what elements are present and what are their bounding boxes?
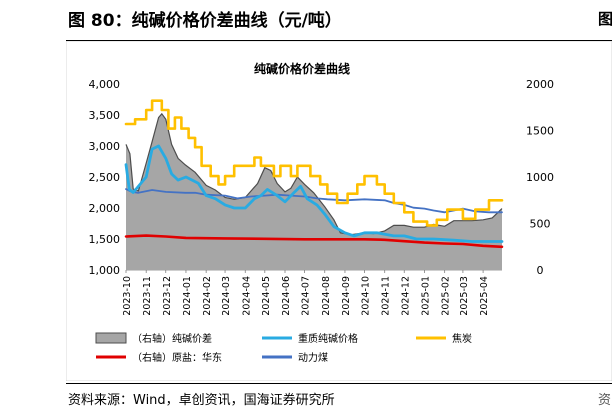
series-spread-area — [126, 113, 502, 270]
x-tick-label: 2025-04 — [479, 276, 490, 316]
legend-label: （右轴）原盐：华东 — [132, 351, 222, 364]
legend-label: 重质纯碱价格 — [298, 332, 358, 345]
y-left-tick-label: 1,500 — [89, 233, 121, 246]
legend-label: （右轴）纯碱价差 — [132, 332, 212, 345]
y-right-tick-label: 500 — [530, 218, 551, 231]
series-salt-line — [124, 234, 504, 249]
y-left-tick-label: 2,500 — [89, 171, 121, 184]
x-tick-label: 2023-12 — [162, 276, 173, 316]
adjacent-source-cut: 资 — [598, 393, 612, 408]
title-rule — [66, 40, 612, 41]
x-tick-label: 2023-10 — [122, 276, 133, 316]
series-thermal-coal-line — [125, 188, 503, 214]
x-tick-label: 2024-11 — [381, 276, 392, 316]
x-tick-label: 2025-02 — [441, 276, 452, 316]
legend-label: 焦炭 — [452, 332, 472, 345]
x-tick-label: 2024-06 — [281, 276, 292, 316]
x-tick-label: 2025-01 — [420, 276, 431, 316]
x-tick-label: 2024-10 — [361, 276, 372, 316]
series-coke-line — [124, 99, 504, 227]
x-tick-label: 2024-07 — [301, 276, 312, 316]
y-left-tick-label: 1,000 — [89, 264, 121, 277]
x-tick-label: 2024-04 — [241, 276, 252, 316]
legend-swatch — [95, 332, 127, 344]
y-left-tick-label: 4,000 — [89, 78, 121, 91]
x-tick-label: 2024-08 — [321, 276, 332, 316]
figure-title: 图 80：纯碱价格价差曲线（元/吨） — [68, 11, 342, 31]
y-right-tick-label: 1000 — [526, 171, 554, 184]
source-note: 资料来源：Wind，卓创资讯，国海证券研究所 — [68, 393, 335, 408]
y-left-tick-label: 3,500 — [89, 109, 121, 122]
y-right-tick-label: 2000 — [526, 78, 554, 91]
chart-title: 纯碱价格价差曲线 — [254, 61, 350, 76]
legend-label: 动力煤 — [298, 351, 328, 364]
chart: 纯碱价格价差曲线 1,000 1,500 2,000 2,500 3,000 3,500 4… — [66, 41, 612, 381]
y-right-tick-label: 1500 — [526, 125, 554, 138]
y-left-tick-label: 2,000 — [89, 202, 121, 215]
x-tick-label: 2024-02 — [202, 276, 213, 316]
adjacent-figure-title-cut: 图 — [598, 10, 612, 28]
y-right-tick-label: 0 — [537, 264, 544, 277]
x-tick-label: 2024-01 — [182, 276, 193, 316]
y-left-tick-label: 3,000 — [89, 140, 121, 153]
x-tick-label: 2024-09 — [341, 276, 352, 316]
x-tick-label: 2024-12 — [400, 276, 411, 316]
x-tick-label: 2024-05 — [261, 276, 272, 316]
series-heavy-soda-line — [124, 144, 504, 243]
source-rule — [66, 383, 612, 384]
x-tick-label: 2024-03 — [221, 276, 232, 316]
x-tick-label: 2023-11 — [142, 276, 153, 316]
x-tick-label: 2025-03 — [459, 276, 470, 316]
